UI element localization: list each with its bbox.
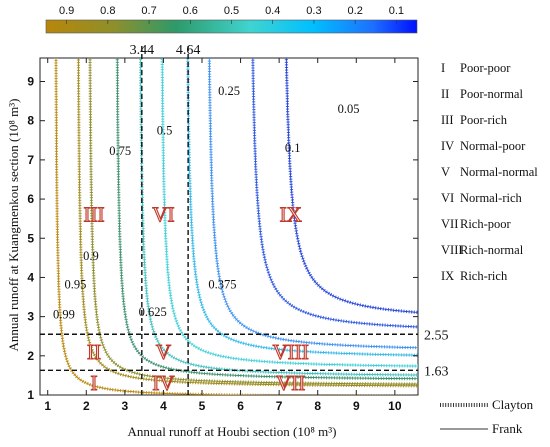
contour-label: 0.1	[285, 141, 301, 155]
y-tick-label: 9	[27, 75, 34, 89]
region-label: III	[84, 203, 105, 227]
x-tick-label: 3	[122, 399, 129, 413]
contour-label: 0.99	[53, 308, 75, 322]
contour-label: 0.5	[157, 123, 173, 137]
region-legend-text: Rich-poor	[460, 217, 512, 231]
x-tick-label: 10	[388, 399, 402, 413]
region-label: VIII	[273, 340, 309, 364]
region-label: II	[87, 340, 101, 364]
region-legend-numeral: IV	[441, 139, 454, 153]
frank-contour	[116, 58, 418, 380]
y-tick-label: 1	[27, 388, 34, 402]
contour-label: 0.375	[208, 277, 236, 291]
x-tick-label: 7	[276, 399, 283, 413]
vertical-reference-label: 4.64	[176, 43, 201, 58]
x-tick-label: 5	[199, 399, 206, 413]
region-legend-numeral: II	[441, 87, 449, 101]
region-legend-text: Poor-normal	[460, 87, 523, 101]
colorbar-tick-label: 0.3	[306, 5, 321, 17]
region-label: IX	[280, 203, 302, 227]
x-tick-label: 1	[44, 399, 51, 413]
legend-label: Frank	[492, 421, 523, 436]
region-legend-text: Poor-rich	[460, 113, 508, 127]
region-legend-numeral: III	[441, 113, 454, 127]
x-tick-label: 2	[83, 399, 90, 413]
y-tick-label: 2	[27, 349, 34, 363]
y-tick-label: 4	[27, 270, 34, 284]
x-tick-label: 9	[353, 399, 360, 413]
frank-contour	[55, 58, 272, 395]
frank-contour	[77, 58, 418, 387]
contour-label: 0.9	[83, 249, 99, 263]
region-legend-numeral: VI	[441, 191, 454, 205]
y-tick-label: 6	[27, 192, 34, 206]
frank-contour	[187, 58, 418, 356]
region-legend-text: Normal-rich	[460, 191, 523, 205]
colorbar-tick-label: 0.2	[348, 5, 363, 17]
x-tick-label: 4	[160, 399, 167, 413]
region-legend-numeral: VII	[441, 217, 458, 231]
x-tick-label: 6	[237, 399, 244, 413]
colorbar-tick-label: 0.6	[183, 5, 198, 17]
frank-contour	[252, 58, 418, 328]
y-tick-label: 8	[27, 114, 34, 128]
region-label: VII	[276, 371, 305, 395]
contour-label: 0.95	[65, 277, 87, 291]
region-legend-numeral: VIII	[441, 243, 463, 257]
y-tick-label: 3	[27, 310, 34, 324]
horizontal-reference-label: 1.63	[424, 364, 449, 379]
x-tick-label: 8	[314, 399, 321, 413]
colorbar: 0.9 0.8 0.7 0.6 0.5 0.4 0.3 0.2 0.1	[45, 5, 418, 34]
region-legend-text: Rich-rich	[460, 269, 508, 283]
region-legend-text: Normal-poor	[460, 139, 526, 153]
colorbar-tick-label: 0.5	[224, 5, 239, 17]
frank-contour	[208, 58, 418, 349]
y-tick-label: 5	[27, 231, 34, 245]
region-label: V	[156, 340, 171, 364]
contour-label: 0.25	[218, 84, 240, 98]
y-tick-label: 7	[27, 153, 34, 167]
y-axis-label: Annual runoff at Kuangmenkou section (10…	[6, 99, 21, 352]
contour-label: 0.05	[338, 102, 360, 116]
region-legend-numeral: IX	[441, 269, 454, 283]
region-label: I	[91, 371, 98, 395]
colorbar-tick-label: 0.8	[100, 5, 115, 17]
region-legend-text: Normal-normal	[460, 165, 538, 179]
region-label: IV	[152, 371, 174, 395]
region-legend-numeral: V	[441, 165, 450, 179]
contour-label: 0.625	[139, 305, 167, 319]
colorbar-tick-label: 0.9	[59, 5, 74, 17]
legend-label: Clayton	[492, 397, 534, 412]
colorbar-tick-label: 0.4	[265, 5, 280, 17]
frank-contour	[161, 58, 418, 367]
x-axis-label: Annual runoff at Houbi section (10⁸ m³)	[128, 424, 337, 439]
horizontal-reference-label: 2.55	[424, 328, 449, 343]
region-label: VI	[152, 203, 174, 227]
region-legend-text: Poor-poor	[460, 61, 511, 75]
frank-contour	[140, 58, 418, 376]
region-legend-numeral: I	[441, 61, 445, 75]
frank-contour	[285, 58, 418, 313]
colorbar-tick-label: 0.1	[389, 5, 404, 17]
vertical-reference-label: 3.44	[130, 43, 155, 58]
contour-label: 0.75	[109, 144, 131, 158]
line-legend: Clayton Frank	[440, 397, 534, 436]
region-legend: I Poor-poor II Poor-normal III Poor-rich IV Nor…	[441, 61, 538, 283]
colorbar-tick-label: 0.7	[141, 5, 156, 17]
frank-contour	[89, 58, 418, 385]
region-legend-text: Rich-normal	[460, 243, 524, 257]
